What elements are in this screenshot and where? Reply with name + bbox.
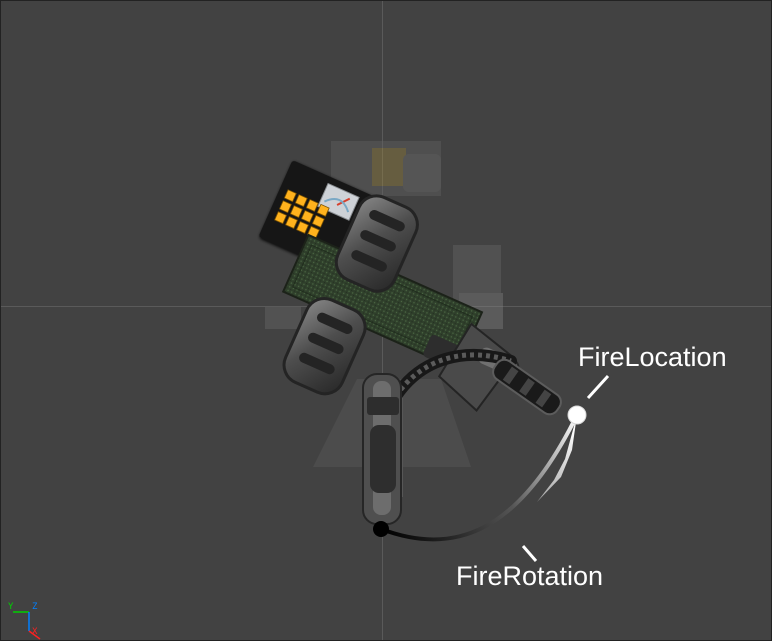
- fire-location-leader-line: [586, 374, 610, 400]
- turret-barrel: [492, 358, 562, 416]
- turret-main-body: [259, 160, 520, 413]
- fire-rotation-origin-icon[interactable]: [373, 521, 389, 537]
- fire-rotation-label: FireRotation: [456, 561, 604, 591]
- axis-gizmo-icon: [13, 611, 41, 640]
- axis-x-label: X: [32, 627, 38, 637]
- fire-rotation-leader-line: [521, 545, 538, 562]
- fire-location-point-icon[interactable]: [567, 405, 587, 425]
- turret-model-icon: [259, 141, 562, 525]
- x-axis-line: [28, 630, 41, 640]
- fire-rotation-arc-icon: [379, 413, 579, 542]
- fire-location-label: FireLocation: [578, 342, 727, 372]
- axis-gizmo: Y Z X: [7, 601, 45, 640]
- axis-y-label: Y: [8, 602, 14, 612]
- axis-z-label: Z: [32, 602, 38, 612]
